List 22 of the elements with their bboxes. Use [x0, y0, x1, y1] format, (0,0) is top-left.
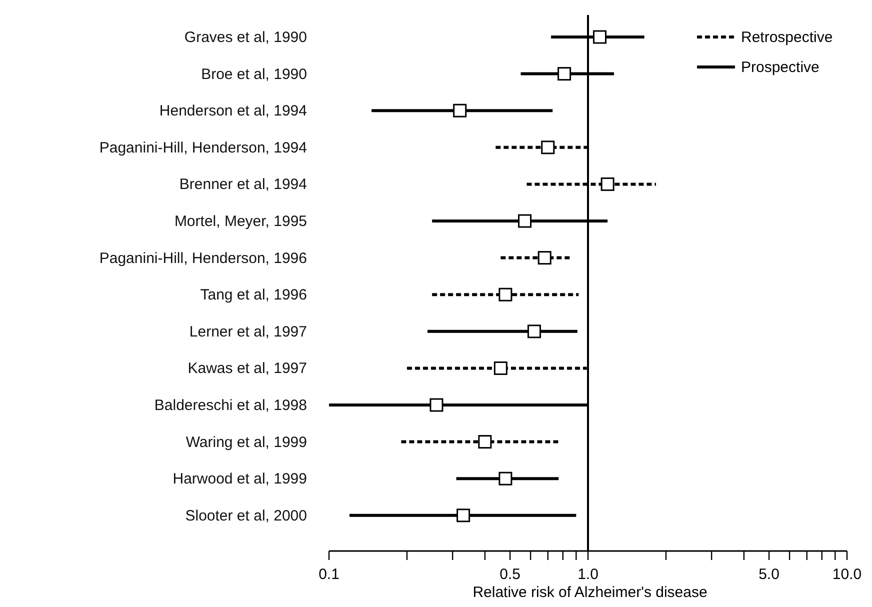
x-tick-label: 0.5 — [500, 566, 520, 583]
y-tick-label: Mortel, Meyer, 1995 — [174, 213, 307, 230]
y-tick-label: Brenner et al, 1994 — [179, 176, 307, 194]
x-tick-label: 5.0 — [758, 566, 780, 583]
y-tick-label: Baldereschi et al, 1998 — [154, 397, 307, 414]
y-tick-label: Paganini-Hill, Henderson, 1996 — [99, 250, 307, 267]
legend-label: Retrospective — [741, 29, 833, 46]
y-tick-label: Waring et al, 1999 — [186, 434, 307, 451]
legend-label: Prospective — [741, 59, 820, 76]
x-tick-label: 1.0 — [578, 566, 598, 583]
y-tick-label: Lerner et al, 1997 — [189, 323, 307, 340]
x-tick-label: 0.1 — [318, 566, 340, 583]
y-tick-label: Henderson et al, 1994 — [159, 102, 307, 120]
y-tick-label: Tang et al, 1996 — [200, 286, 307, 304]
y-tick-label: Graves et al, 1990 — [184, 29, 307, 46]
y-tick-label: Kawas et al, 1997 — [188, 360, 307, 378]
y-tick-label: Paganini-Hill, Henderson, 1994 — [99, 139, 307, 156]
y-tick-label: Broe et al, 1990 — [201, 66, 307, 83]
y-tick-label: Harwood et al, 1999 — [172, 470, 307, 488]
x-axis-title: Relative risk of Alzheimer's disease — [472, 584, 708, 601]
y-tick-label: Slooter et al, 2000 — [185, 507, 307, 524]
x-tick-label: 10.0 — [832, 566, 862, 583]
